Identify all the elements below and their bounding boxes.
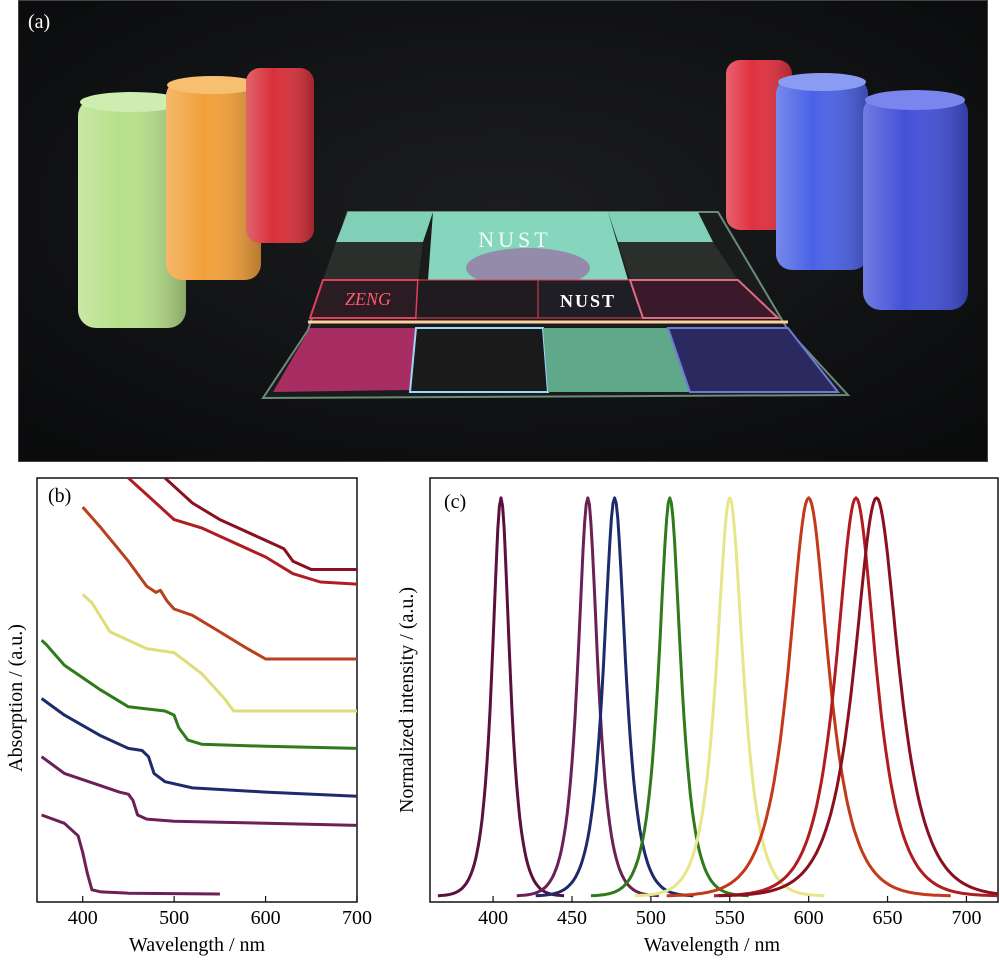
plot-frame-b [36,477,358,903]
panel-c-label: (c) [444,491,466,513]
absorption-chart: 400 500 600 700 (b) Wavelength / nm Absorpt… [5,477,372,956]
emission-peak-460 [516,496,659,898]
emission-peak-550 [635,496,825,898]
x-tick-label: 550 [715,907,745,929]
x-tick-label: 450 [557,907,587,929]
absorption-curve-6 [81,506,357,661]
tile-board: NUST ZENG NUST [261,211,851,400]
emission-peak-600 [666,496,951,898]
panel-a-label: (a) [28,11,50,33]
absorption-curve-4 [40,639,357,750]
vial-blue [776,73,868,270]
absorption-curve-3 [40,697,357,798]
vial-indigo [863,90,968,310]
y-axis-label-b: Absorption / (a.u.) [5,624,27,772]
x-tick-label: 400 [478,907,508,929]
emission-peak-643 [718,496,999,898]
x-tick-label: 700 [342,907,372,929]
photo-panel-a: NUST ZENG NUST (a) [18,0,988,462]
x-axis-label-b: Wavelength / nm [129,934,266,956]
x-tick-label: 500 [159,907,189,929]
emission-chart: 400 450 500 550 600 650 700 (c) Wavelength / n… [396,477,999,956]
absorption-curve-1 [41,813,220,896]
emission-series-group [437,496,999,898]
x-ticks-b: 400 500 600 700 [68,896,372,929]
x-axis-label-c: Wavelength / nm [644,934,781,956]
x-tick-label: 600 [794,907,824,929]
vial-red-right [726,60,792,230]
absorption-curve-7 [127,478,357,586]
absorption-curve-2 [40,755,357,827]
absorption-series-group [40,478,357,896]
x-tick-label: 500 [636,907,666,929]
emission-peak-512 [590,496,749,898]
tile-text-nust-top: NUST [478,227,551,252]
panel-b-label: (b) [48,485,71,507]
vial-red-left [246,68,314,243]
x-tick-label: 600 [251,907,281,929]
absorption-curve-8 [163,478,357,571]
tile-text-nust-mid: NUST [560,291,616,311]
emission-peak-630 [714,496,998,898]
vial-yellow-green [78,92,186,328]
vial-orange [166,76,261,280]
tile-text-zeng: ZENG [345,289,391,309]
x-ticks-c: 400 450 500 550 600 650 700 [478,896,981,929]
x-tick-label: 700 [951,907,981,929]
y-axis-label-c: Normalized intensity / (a.u.) [396,587,418,813]
absorption-curve-5 [81,593,357,713]
x-tick-label: 400 [68,907,98,929]
x-tick-label: 650 [873,907,903,929]
